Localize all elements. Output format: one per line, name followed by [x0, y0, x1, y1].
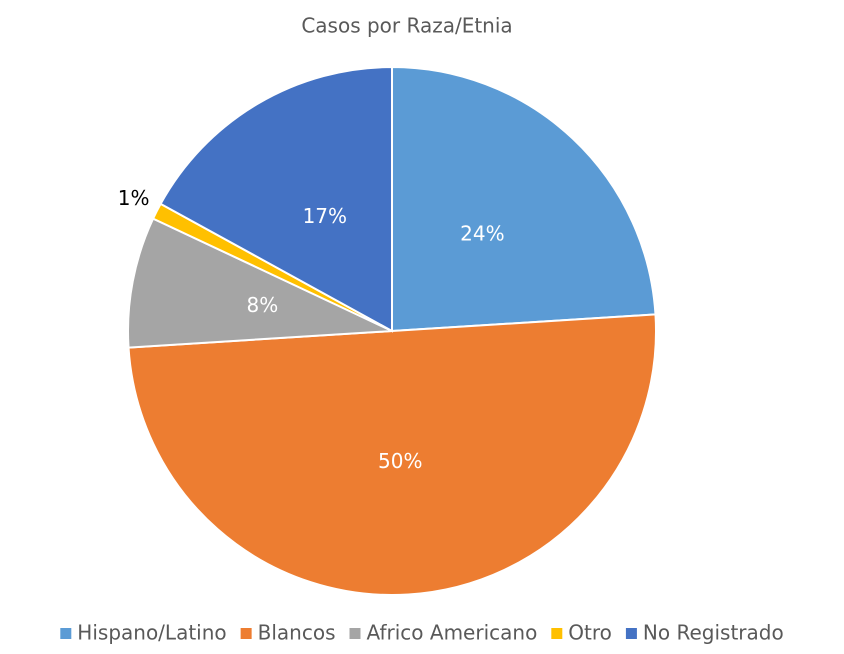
pie-slice — [127, 313, 657, 597]
pie-slice — [391, 65, 657, 333]
data-label: 24% — [460, 221, 504, 245]
legend-swatch — [551, 628, 563, 639]
legend-label: Blancos — [258, 621, 336, 645]
legend-swatch — [60, 628, 72, 639]
legend-label: Hispano/Latino — [77, 621, 226, 645]
legend-swatch — [349, 628, 361, 639]
legend-label: Otro — [568, 621, 612, 645]
legend: Hispano/Latino Blancos Africo Americano Otr… — [60, 621, 784, 645]
data-label: 1% — [118, 186, 150, 210]
data-label: 8% — [246, 293, 278, 317]
pie-slice — [127, 217, 393, 349]
legend-swatch — [625, 628, 637, 639]
legend-swatch — [240, 628, 252, 639]
pie-slice — [159, 65, 393, 333]
data-label: 17% — [303, 204, 347, 228]
legend-label: No Registrado — [643, 621, 784, 645]
legend-label: Africo Americano — [367, 621, 538, 645]
data-label: 50% — [378, 449, 422, 473]
chart-title: Casos por Raza/Etnia — [301, 14, 512, 38]
